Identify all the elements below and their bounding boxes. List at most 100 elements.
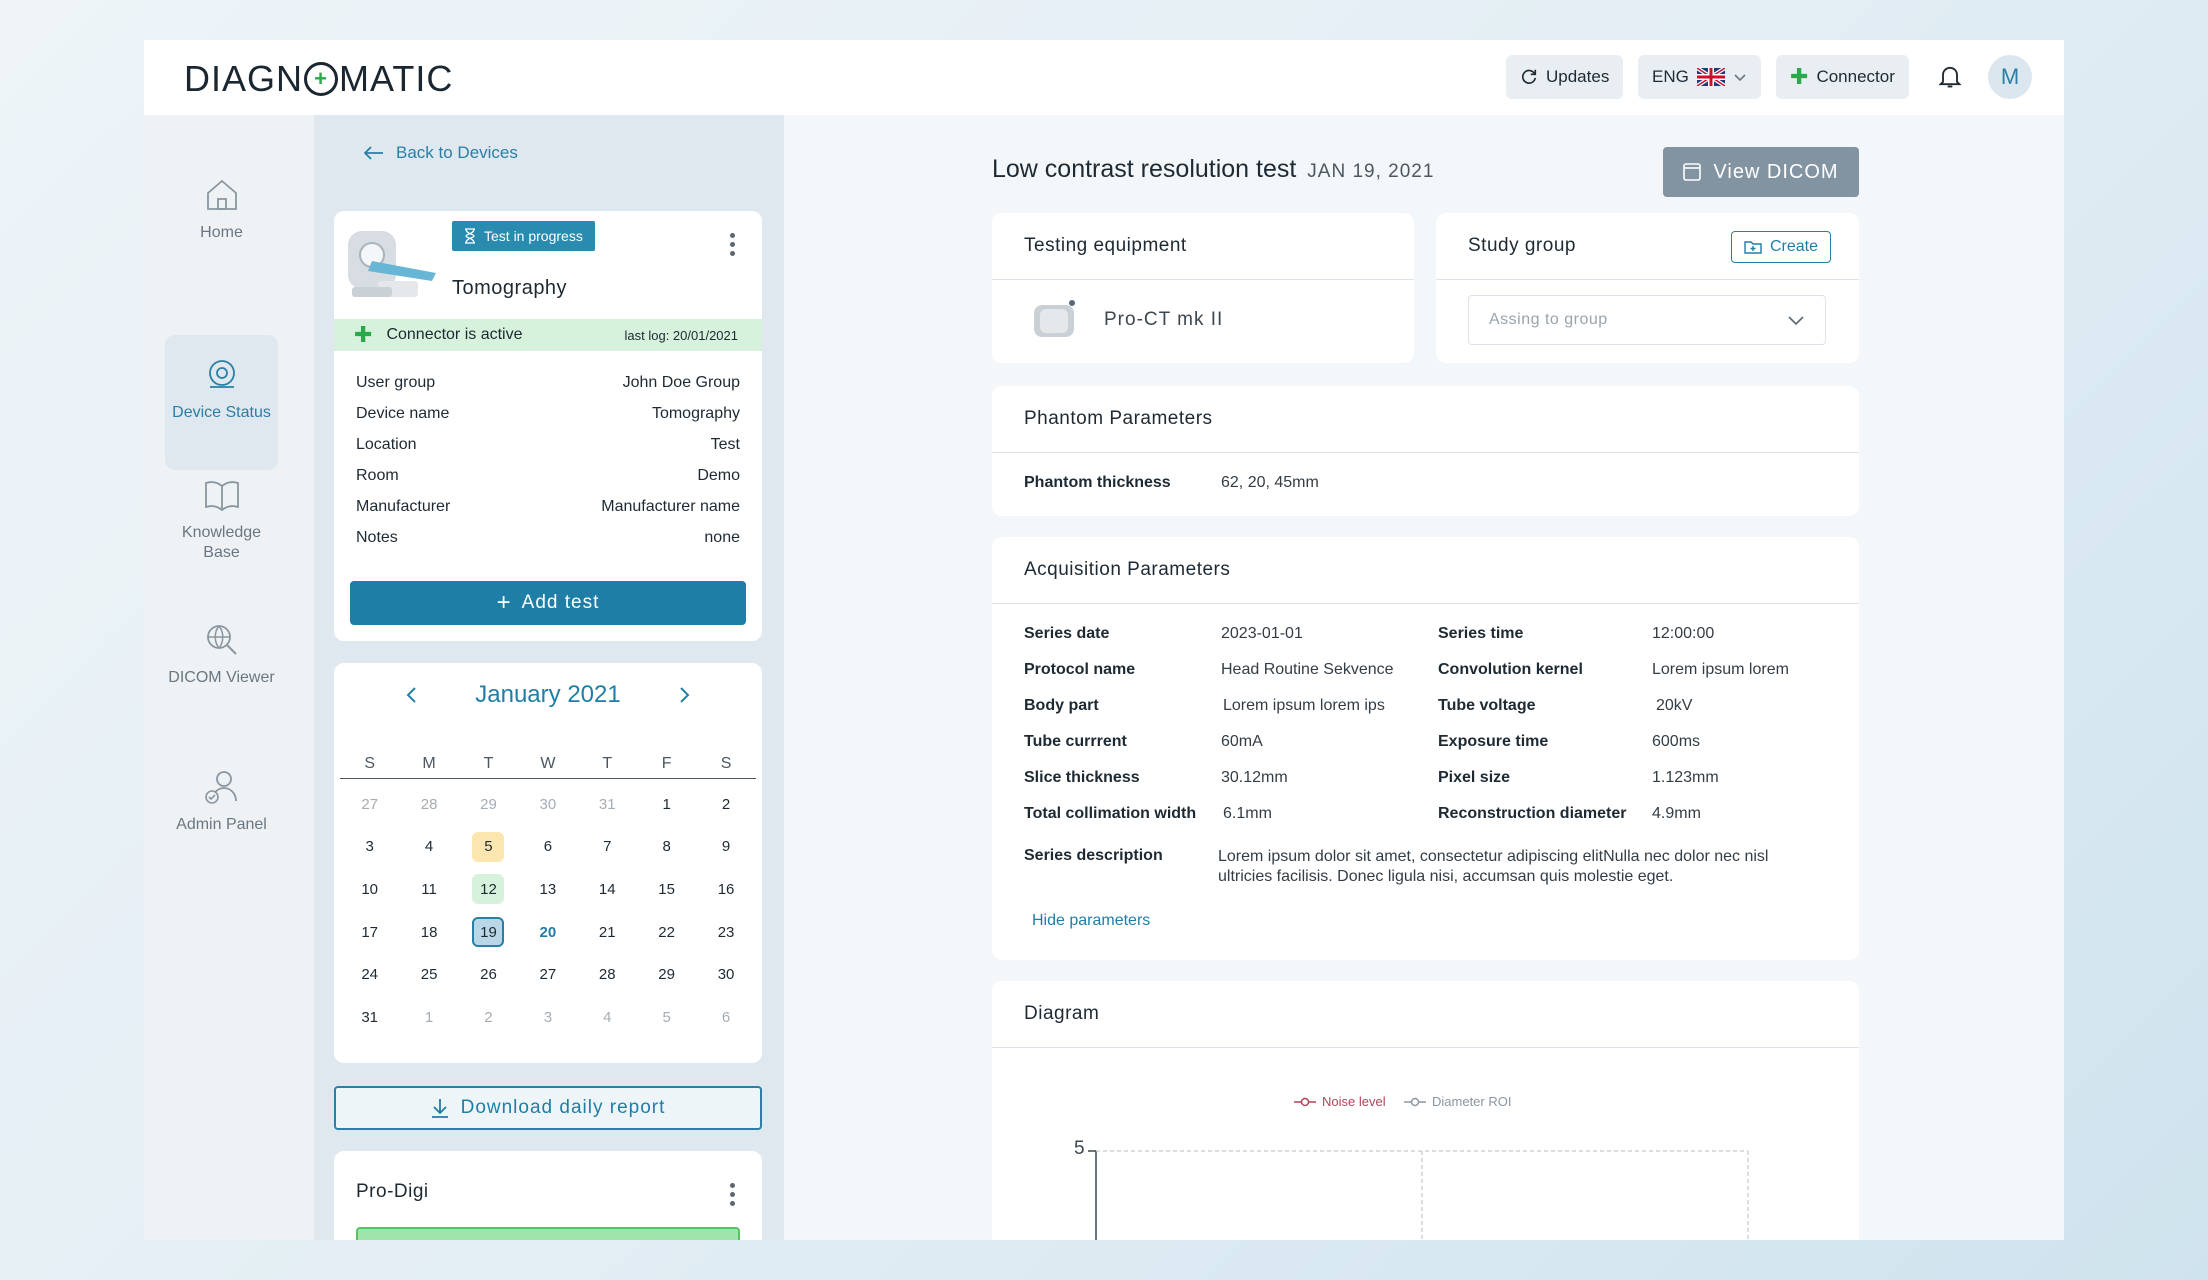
calendar-day[interactable]: 19 (459, 911, 518, 954)
globe-search-icon (206, 625, 237, 655)
calendar-day-number: 11 (421, 880, 437, 898)
add-test-label: Add test (521, 592, 600, 613)
calendar-day[interactable]: 17 (340, 911, 399, 954)
create-group-button[interactable]: Create (1730, 231, 1831, 263)
download-daily-report-button[interactable]: Download daily report (334, 1086, 762, 1130)
sidebar-item-admin-panel[interactable]: Admin Panel (165, 767, 278, 835)
calendar-day[interactable]: 18 (399, 911, 458, 954)
calendar-day[interactable]: 20 (518, 911, 577, 954)
detail-value: Demo (697, 467, 740, 484)
legend-item-noise[interactable]: Noise level (1294, 1094, 1386, 1109)
calendar-day[interactable]: 27 (340, 783, 399, 826)
connector-button[interactable]: ✚ Connector (1776, 55, 1909, 99)
calendar-week-row: 17 18 19 20 21 22 23 (340, 911, 756, 954)
calendar-day[interactable]: 30 (696, 953, 755, 996)
calendar-day[interactable]: 31 (578, 783, 637, 826)
calendar-day[interactable]: 29 (637, 953, 696, 996)
calendar-day[interactable]: 13 (518, 868, 577, 911)
download-icon (431, 1099, 448, 1118)
add-test-button[interactable]: + Add test (350, 581, 746, 625)
detail-row: Room Demo (356, 467, 740, 485)
calendar-weekday: W (540, 755, 556, 772)
legend-label: Diameter ROI (1432, 1094, 1512, 1109)
calendar-day[interactable]: 3 (518, 996, 577, 1039)
calendar-day-number: 3 (543, 1008, 553, 1026)
legend-marker-diameter (1404, 1097, 1426, 1106)
back-to-devices-link[interactable]: Back to Devices (364, 143, 518, 163)
calendar-day[interactable]: 5 (637, 996, 696, 1039)
calendar-day[interactable]: 25 (399, 953, 458, 996)
bell-icon[interactable] (1936, 62, 1964, 90)
legend-item-diameter[interactable]: Diameter ROI (1404, 1094, 1511, 1109)
calendar-day[interactable]: 6 (518, 826, 577, 869)
calendar-day[interactable]: 30 (518, 783, 577, 826)
calendar-day[interactable]: 22 (637, 911, 696, 954)
calendar-day[interactable]: 23 (696, 911, 755, 954)
calendar-day[interactable]: 11 (399, 868, 458, 911)
calendar-day[interactable]: 29 (459, 783, 518, 826)
calendar-day-number: 1 (424, 1008, 434, 1026)
calendar-day-number: 24 (361, 966, 379, 984)
calendar-day[interactable]: 1 (637, 783, 696, 826)
calendar-day[interactable]: 1 (399, 996, 458, 1039)
phantom-parameters-panel: Phantom Parameters Phantom thickness 62,… (992, 386, 1859, 516)
more-options-icon[interactable] (730, 1183, 736, 1210)
chevron-right-icon[interactable] (674, 685, 694, 705)
chevron-left-icon[interactable] (402, 685, 422, 705)
sidebar-item-device-status[interactable]: Device Status (165, 335, 278, 470)
calendar-day[interactable]: 3 (340, 826, 399, 869)
calendar-day[interactable]: 9 (696, 826, 755, 869)
language-select[interactable]: ENG (1638, 55, 1761, 99)
calendar-day[interactable]: 4 (399, 826, 458, 869)
uk-flag-icon (1696, 68, 1725, 86)
panel-title: Study group (1468, 235, 1576, 256)
assign-group-select[interactable]: Assing to group (1468, 295, 1826, 345)
calendar-day[interactable]: 8 (637, 826, 696, 869)
detail-row: User group John Doe Group (356, 374, 740, 392)
calendar-day[interactable]: 12 (459, 868, 518, 911)
calendar-day[interactable]: 2 (459, 996, 518, 1039)
detail-row: Device name Tomography (356, 405, 740, 423)
calendar-day-number: 18 (420, 923, 438, 941)
view-dicom-button[interactable]: View DICOM (1663, 147, 1859, 197)
detail-value: none (704, 529, 740, 546)
param-value: 6.1mm (1223, 805, 1272, 822)
calendar-day[interactable]: 4 (578, 996, 637, 1039)
logo[interactable]: DIAGN + MATIC (184, 58, 453, 100)
calendar-day[interactable]: 21 (578, 911, 637, 954)
calendar-day-number: 31 (361, 1008, 379, 1026)
calendar-day[interactable]: 2 (696, 783, 755, 826)
sidebar-item-home[interactable]: Home (165, 175, 278, 243)
calendar-weekday: S (364, 755, 376, 772)
calendar-day[interactable]: 10 (340, 868, 399, 911)
calendar-day[interactable]: 5 (459, 826, 518, 869)
calendar-day[interactable]: 31 (340, 996, 399, 1039)
sidebar-item-dicom-viewer[interactable]: DICOM Viewer (165, 620, 278, 688)
calendar-day[interactable]: 16 (696, 868, 755, 911)
param-value: 60mA (1221, 733, 1263, 750)
calendar-day[interactable]: 7 (578, 826, 637, 869)
calendar-day[interactable]: 14 (578, 868, 637, 911)
param-label: Series date (1024, 625, 1110, 642)
calendar-day[interactable]: 24 (340, 953, 399, 996)
detail-value: Tomography (651, 405, 740, 422)
calendar-day[interactable]: 28 (578, 953, 637, 996)
avatar[interactable]: M (1988, 55, 2032, 99)
calendar-week-row: 24 25 26 27 28 29 30 (340, 953, 756, 996)
calendar-day[interactable]: 26 (459, 953, 518, 996)
calendar-day[interactable]: 15 (637, 868, 696, 911)
hide-parameters-link[interactable]: Hide parameters (1032, 912, 1151, 929)
sidebar-item-knowledge-base[interactable]: Knowledge Base (165, 475, 278, 563)
calendar-day-number: 26 (480, 966, 497, 984)
detail-key: Manufacturer (356, 498, 451, 515)
calendar-day[interactable]: 6 (696, 996, 755, 1039)
param-label: Series time (1438, 625, 1524, 642)
updates-button[interactable]: Updates (1506, 55, 1624, 99)
more-options-icon[interactable] (730, 233, 736, 260)
calendar-day[interactable]: 28 (399, 783, 458, 826)
calendar-day-number: 2 (721, 795, 731, 813)
panel-title: Acquisition Parameters (1024, 559, 1231, 580)
calendar-day-number: 27 (539, 966, 557, 984)
book-icon (204, 481, 239, 512)
calendar-day[interactable]: 27 (518, 953, 577, 996)
